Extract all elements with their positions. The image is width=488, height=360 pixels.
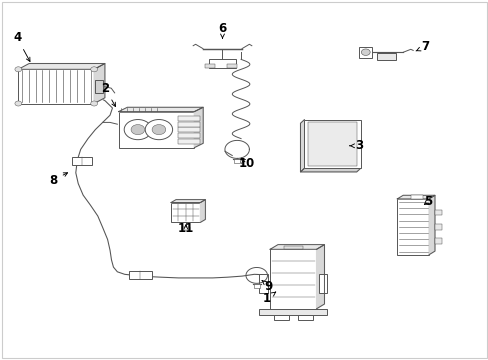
Polygon shape xyxy=(19,63,104,69)
Bar xyxy=(178,116,200,121)
Polygon shape xyxy=(300,120,304,172)
Polygon shape xyxy=(171,199,205,202)
Circle shape xyxy=(152,125,165,135)
Circle shape xyxy=(145,120,172,140)
Circle shape xyxy=(91,101,98,106)
Text: 7: 7 xyxy=(415,40,428,53)
Text: 6: 6 xyxy=(218,22,226,38)
Bar xyxy=(307,122,356,166)
Bar xyxy=(273,315,288,320)
Bar xyxy=(178,127,200,132)
Bar xyxy=(283,246,303,249)
Bar xyxy=(182,228,189,230)
Bar xyxy=(434,224,441,230)
Bar xyxy=(118,112,194,148)
Bar xyxy=(269,249,316,309)
Bar xyxy=(259,309,327,315)
Text: 8: 8 xyxy=(50,173,67,186)
Circle shape xyxy=(15,101,22,106)
Circle shape xyxy=(15,67,22,72)
Bar xyxy=(208,59,235,68)
Polygon shape xyxy=(94,63,104,104)
Polygon shape xyxy=(194,107,203,148)
Bar xyxy=(396,199,428,255)
Circle shape xyxy=(361,49,369,55)
Bar xyxy=(205,64,215,68)
Polygon shape xyxy=(316,245,324,309)
Text: 5: 5 xyxy=(423,195,431,208)
Bar xyxy=(434,238,441,244)
Text: 4: 4 xyxy=(13,31,30,62)
Text: 2: 2 xyxy=(101,82,115,107)
Polygon shape xyxy=(118,107,203,112)
Bar xyxy=(227,64,237,68)
Bar xyxy=(376,53,395,60)
Bar xyxy=(253,284,259,288)
Text: 10: 10 xyxy=(238,157,255,170)
Text: 3: 3 xyxy=(349,139,363,152)
Text: 9: 9 xyxy=(262,280,272,293)
Bar xyxy=(171,202,200,222)
Bar xyxy=(359,47,371,58)
Polygon shape xyxy=(428,195,434,255)
Bar xyxy=(178,133,200,138)
Bar xyxy=(178,139,200,144)
Bar xyxy=(234,159,240,163)
Circle shape xyxy=(124,120,151,140)
Bar xyxy=(434,210,441,215)
Polygon shape xyxy=(396,195,434,199)
Polygon shape xyxy=(300,168,360,172)
Bar xyxy=(72,157,92,165)
Polygon shape xyxy=(200,199,205,222)
Text: 1: 1 xyxy=(262,292,275,305)
Bar xyxy=(298,315,312,320)
Bar xyxy=(410,194,422,199)
Bar xyxy=(304,120,360,168)
Polygon shape xyxy=(269,245,324,249)
Bar xyxy=(95,80,103,93)
Bar xyxy=(178,122,200,127)
Bar xyxy=(128,271,152,279)
Bar xyxy=(318,274,327,293)
Bar xyxy=(19,69,94,104)
Circle shape xyxy=(91,67,98,72)
Text: 11: 11 xyxy=(177,222,194,235)
Circle shape xyxy=(131,125,144,135)
Bar xyxy=(259,274,268,293)
